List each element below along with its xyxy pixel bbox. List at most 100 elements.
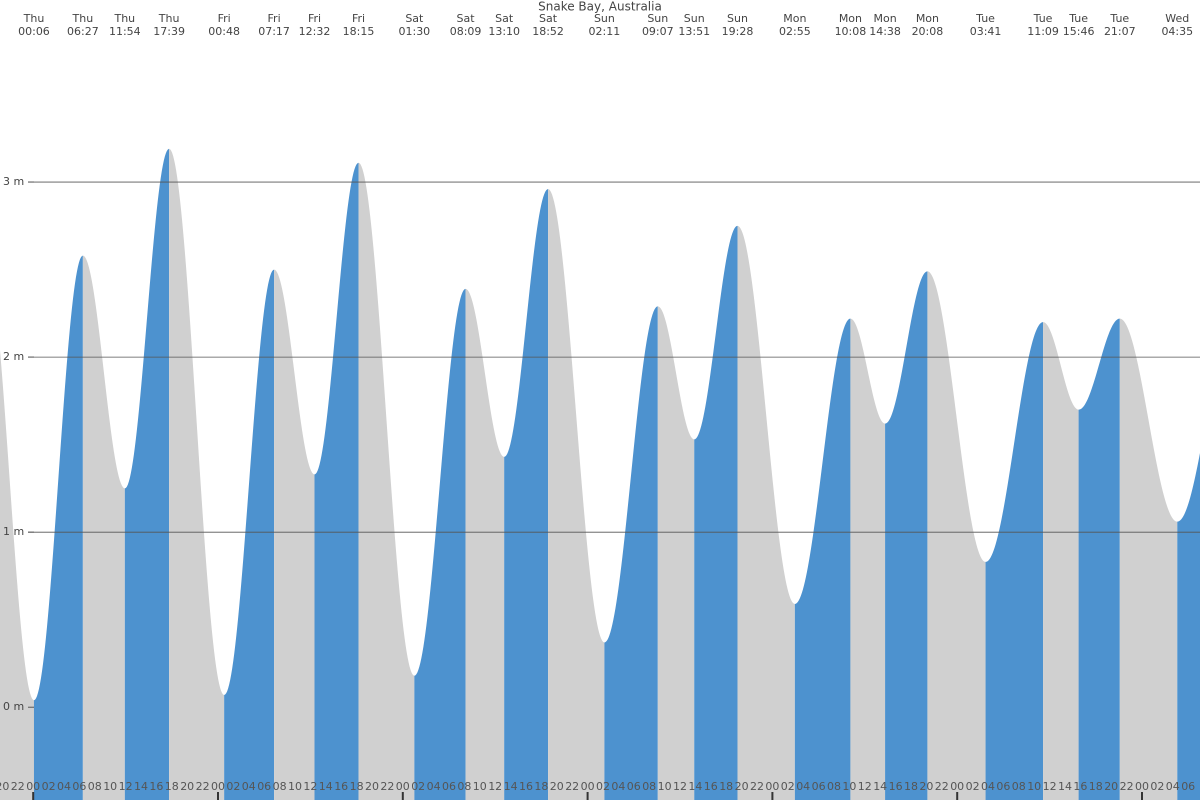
extreme-time: 13:51 (678, 25, 710, 38)
hour-label: 04 (427, 780, 441, 793)
hour-label: 06 (996, 780, 1010, 793)
hour-label: 02 (42, 780, 56, 793)
hour-label: 18 (904, 780, 918, 793)
hour-label: 16 (704, 780, 718, 793)
rising-tide (504, 189, 549, 800)
hour-label: 22 (380, 780, 394, 793)
hour-label: 08 (88, 780, 102, 793)
extreme-day: Sat (405, 12, 424, 25)
rising-tide (1078, 318, 1120, 800)
hour-label: 14 (134, 780, 148, 793)
hour-label: 00 (765, 780, 779, 793)
hour-label: 12 (673, 780, 687, 793)
hour-label: 00 (396, 780, 410, 793)
hour-label: 18 (1089, 780, 1103, 793)
extreme-time: 19:28 (722, 25, 754, 38)
hour-label: 20 (1104, 780, 1118, 793)
extreme-time: 21:07 (1104, 25, 1136, 38)
falling-tide (548, 189, 605, 800)
extreme-day: Sat (457, 12, 476, 25)
hour-label: 04 (796, 780, 810, 793)
extreme-day: Mon (783, 12, 806, 25)
hour-label: 06 (812, 780, 826, 793)
hour-label: 14 (1058, 780, 1072, 793)
extreme-day: Thu (113, 12, 135, 25)
hour-label: 16 (149, 780, 163, 793)
extreme-time: 17:39 (153, 25, 185, 38)
hour-label: 00 (211, 780, 225, 793)
falling-tide (82, 255, 125, 800)
hour-label: 00 (950, 780, 964, 793)
extreme-day: Mon (839, 12, 862, 25)
hour-label: 10 (473, 780, 487, 793)
falling-tide (358, 162, 415, 800)
hour-label: 20 (0, 780, 9, 793)
hour-label: 08 (642, 780, 656, 793)
hour-label: 20 (735, 780, 749, 793)
hour-label: 02 (596, 780, 610, 793)
extreme-day: Sat (539, 12, 558, 25)
tide-areas (0, 148, 1200, 800)
extreme-day: Mon (916, 12, 939, 25)
hour-label: 08 (457, 780, 471, 793)
falling-tide (927, 271, 986, 800)
hour-label: 04 (57, 780, 71, 793)
hour-label: 08 (1012, 780, 1026, 793)
hour-label: 20 (919, 780, 933, 793)
hour-label: 06 (1181, 780, 1195, 793)
extreme-time: 06:27 (67, 25, 99, 38)
hour-label: 14 (688, 780, 702, 793)
hour-label: 04 (1166, 780, 1180, 793)
y-tick-label: 2 m (3, 350, 24, 363)
hour-label: 18 (534, 780, 548, 793)
extreme-day: Tue (1109, 12, 1129, 25)
extreme-day: Tue (975, 12, 995, 25)
extreme-time: 01:30 (398, 25, 430, 38)
hour-label: 16 (334, 780, 348, 793)
extreme-day: Fri (352, 12, 365, 25)
rising-tide (604, 306, 658, 800)
extreme-time: 15:46 (1063, 25, 1095, 38)
extreme-time: 10:08 (835, 25, 867, 38)
extreme-time: 20:08 (912, 25, 944, 38)
hour-label: 10 (1027, 780, 1041, 793)
hour-label: 08 (827, 780, 841, 793)
hour-label: 12 (858, 780, 872, 793)
hour-label: 12 (1043, 780, 1057, 793)
hour-label: 02 (1150, 780, 1164, 793)
rising-tide (224, 269, 275, 800)
extreme-time: 00:48 (208, 25, 240, 38)
extreme-day: Fri (308, 12, 321, 25)
extreme-day: Sat (495, 12, 514, 25)
y-tick-label: 0 m (3, 700, 24, 713)
hour-label: 16 (519, 780, 533, 793)
extreme-day: Thu (23, 12, 45, 25)
rising-tide (33, 255, 83, 800)
rising-tide (314, 162, 359, 800)
hour-label: 22 (750, 780, 764, 793)
hour-label: 12 (119, 780, 133, 793)
hour-label: 10 (103, 780, 117, 793)
extreme-day: Sun (684, 12, 705, 25)
extreme-day: Tue (1033, 12, 1053, 25)
hour-label: 22 (11, 780, 25, 793)
hour-label: 14 (873, 780, 887, 793)
extreme-day: Wed (1165, 12, 1189, 25)
extreme-time: 13:10 (488, 25, 520, 38)
hour-label: 06 (257, 780, 271, 793)
hour-label: 10 (288, 780, 302, 793)
extreme-time: 11:09 (1027, 25, 1059, 38)
hour-label: 12 (303, 780, 317, 793)
hour-label: 02 (781, 780, 795, 793)
hour-label: 06 (442, 780, 456, 793)
hour-label: 20 (365, 780, 379, 793)
extreme-day: Fri (268, 12, 281, 25)
hour-label: 00 (1135, 780, 1149, 793)
falling-tide (1119, 318, 1178, 800)
hour-label: 20 (180, 780, 194, 793)
extreme-day: Sun (594, 12, 615, 25)
rising-tide (414, 288, 466, 800)
extreme-time: 04:35 (1161, 25, 1193, 38)
extreme-time: 02:55 (779, 25, 811, 38)
falling-tide (0, 350, 34, 800)
